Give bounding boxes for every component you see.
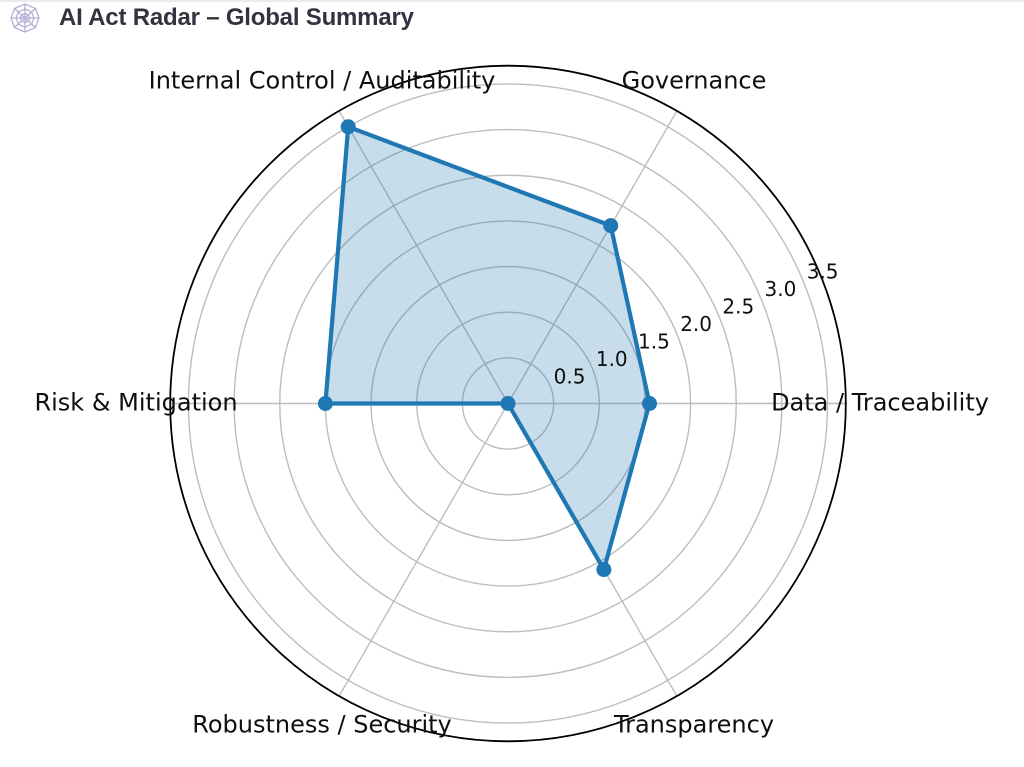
radar-outer-circle	[169, 64, 847, 743]
radar-tick-label: 1.5	[638, 330, 670, 354]
radar-axis-label: Governance	[622, 66, 767, 94]
radar-marker	[642, 396, 658, 411]
radar-tick-label: 0.5	[554, 364, 586, 388]
radar-spoke	[338, 110, 509, 404]
page-title: AI Act Radar – Global Summary	[59, 4, 414, 31]
page-header: AI Act Radar – Global Summary	[10, 3, 414, 33]
radar-tick-label: 3.0	[765, 277, 797, 301]
radar-polygon-fill	[325, 126, 650, 570]
radar-marker	[340, 119, 356, 135]
radar-tick-label: 2.0	[680, 312, 712, 336]
radar-spoke	[338, 403, 509, 697]
radar-marker	[500, 396, 516, 411]
radar-axis-label: Internal Control / Auditability	[149, 66, 496, 94]
radar-tick-label: 3.5	[807, 260, 839, 284]
radar-marker	[603, 218, 619, 234]
radar-tick-label: 2.5	[722, 295, 754, 319]
radar-axis-label: Transparency	[613, 711, 774, 739]
radar-axis-label: Risk & Mitigation	[34, 389, 237, 417]
top-divider	[0, 0, 1024, 2]
radar-marker	[596, 562, 612, 578]
radar-marker	[317, 396, 333, 411]
radar-tick-label: 1.0	[596, 347, 628, 371]
radar-spoke	[507, 110, 678, 404]
radar-axis-label: Data / Traceability	[771, 389, 989, 417]
radar-axis-label: Robustness / Security	[192, 711, 452, 739]
spider-web-icon	[10, 3, 40, 33]
